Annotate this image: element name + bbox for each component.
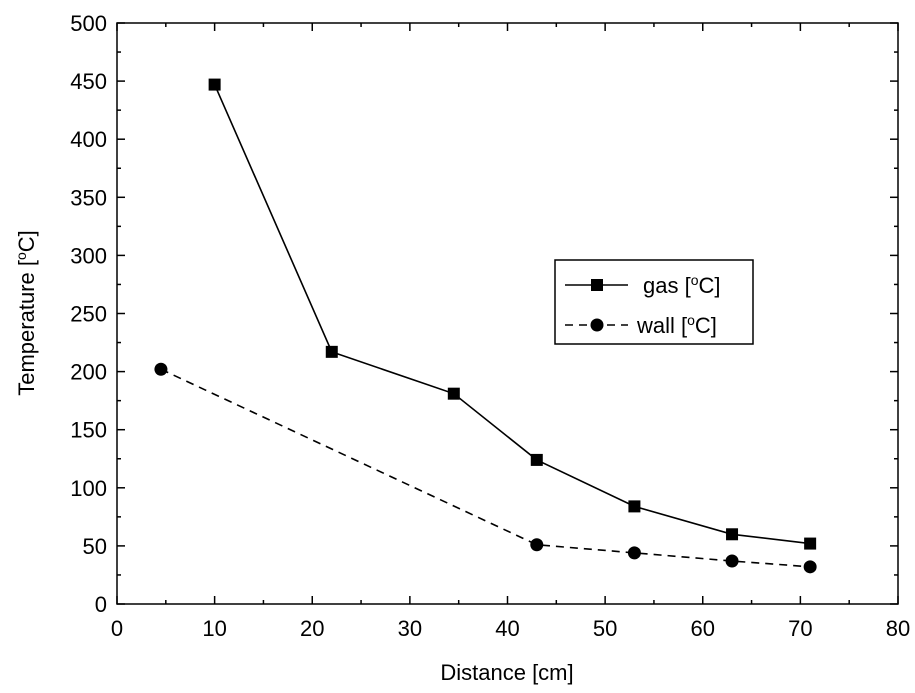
x-tick-label: 0	[111, 616, 123, 641]
gas-data-point	[447, 387, 460, 400]
y-tick-label: 0	[95, 592, 107, 617]
legend-wall-label-sup: o	[687, 312, 695, 328]
y-tick-label: 450	[70, 69, 107, 94]
wall-data-point	[154, 362, 168, 376]
axis-ticks	[116, 22, 899, 605]
legend-gas-label-sup: o	[691, 272, 699, 288]
x-axis-label: Distance [cm]	[440, 660, 573, 685]
legend-gas-marker	[591, 279, 603, 291]
y-axis-label: Temperature [oC]	[13, 230, 39, 396]
plot-frame	[116, 22, 899, 605]
x-tick-labels: 0 10 20 30 40 50 60 70 80	[111, 616, 910, 641]
y-tick-label: 500	[70, 11, 107, 36]
x-tick-label: 10	[202, 616, 226, 641]
legend-box	[554, 259, 754, 345]
wall-data-point	[627, 546, 641, 560]
wall-data-point	[530, 538, 544, 552]
y-tick-label: 50	[83, 534, 107, 559]
x-tick-label: 50	[593, 616, 617, 641]
y-axis-label-main: Temperature [	[14, 260, 39, 396]
x-tick-label: 40	[495, 616, 519, 641]
y-tick-label: 300	[70, 243, 107, 268]
legend-gas-label-tail: C]	[699, 273, 721, 298]
gas-data-point	[804, 537, 817, 550]
y-tick-label: 150	[70, 418, 107, 443]
legend-gas-label-main: gas [	[643, 273, 691, 298]
gas-data-point	[208, 78, 221, 91]
series-line-wall	[160, 368, 811, 568]
y-axis-label-tail: C]	[14, 230, 39, 252]
x-tick-label: 70	[788, 616, 812, 641]
x-tick-label: 20	[300, 616, 324, 641]
series-markers	[154, 78, 817, 574]
legend-wall-label-main: wall [	[636, 313, 687, 338]
gas-data-point	[325, 345, 338, 358]
gas-data-point	[530, 453, 543, 466]
y-tick-label: 400	[70, 127, 107, 152]
y-tick-label: 350	[70, 185, 107, 210]
y-tick-label: 100	[70, 476, 107, 501]
legend-gas-label: gas [oC]	[643, 272, 721, 298]
y-tick-labels: 0 50 100 150 200 250 300 350 400 450 500	[70, 11, 107, 617]
x-tick-label: 30	[398, 616, 422, 641]
legend: gas [oC] wall [oC]	[554, 259, 754, 345]
gas-data-point	[628, 500, 641, 513]
x-tick-label: 60	[691, 616, 715, 641]
y-tick-label: 200	[70, 360, 107, 385]
x-tick-label: 80	[886, 616, 910, 641]
y-axis-label-sup: o	[13, 252, 29, 260]
wall-data-point	[803, 560, 817, 574]
y-tick-label: 250	[70, 302, 107, 327]
legend-wall-label-tail: C]	[695, 313, 717, 338]
gas-data-point	[726, 528, 739, 541]
wall-data-point	[725, 554, 739, 568]
legend-wall-label: wall [oC]	[636, 312, 717, 338]
legend-wall-marker	[590, 318, 604, 332]
